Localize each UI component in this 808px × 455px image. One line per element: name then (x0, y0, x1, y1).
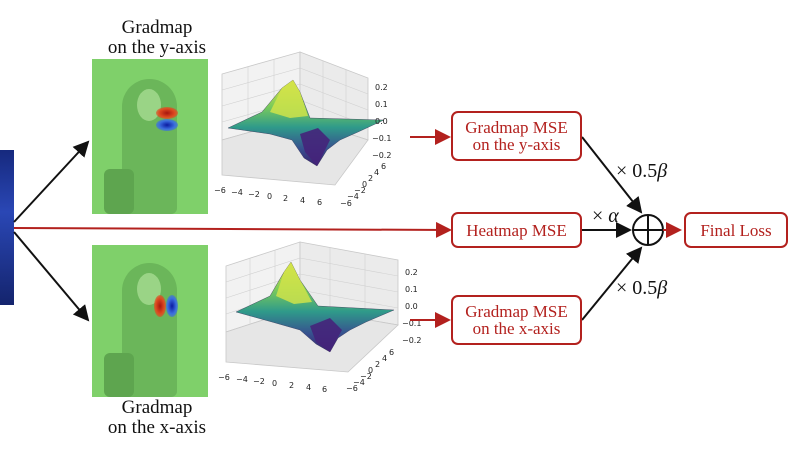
arrow-to-gradmap-x (13, 231, 90, 322)
hotspot-red (154, 295, 166, 317)
x-tick: −4 (236, 375, 248, 384)
y-tick: −4 (353, 378, 365, 387)
box-line-2: on the y-axis (472, 135, 561, 154)
weight-label-heat: × α (592, 205, 619, 228)
z-tick: 0.2 (375, 83, 388, 92)
sum-node (632, 214, 664, 246)
x-tick: 4 (306, 383, 311, 392)
x-tick: −6 (218, 373, 230, 382)
chair (104, 353, 134, 397)
box-line-1: Gradmap MSE (465, 302, 568, 321)
input-image (0, 150, 14, 305)
hotspot-blue (156, 119, 178, 131)
y-tick: −2 (354, 186, 366, 195)
box-label: Heatmap MSE (466, 220, 567, 240)
hotspot-red (156, 107, 178, 119)
x-tick: 4 (300, 196, 305, 205)
z-tick: 0.0 (405, 302, 418, 311)
caption-line-1: Gradmap (121, 17, 193, 38)
x-tick: 6 (322, 385, 327, 394)
surface-peak (276, 262, 312, 304)
heatmap-mse-box: Heatmap MSE (451, 212, 582, 248)
x-tick: 2 (289, 381, 294, 390)
gradmap-mse-y-box: Gradmap MSE on the y-axis (451, 111, 582, 161)
y-tick: −6 (340, 199, 352, 208)
y-tick: 2 (368, 174, 373, 183)
gradmap-y-photo (92, 59, 208, 214)
grid-lines (225, 248, 399, 324)
caption-gradmap-y: Gradmap on the y-axis (82, 18, 232, 58)
z-tick: 0.2 (405, 268, 418, 277)
y-tick: −4 (347, 192, 359, 201)
caption-line-2: on the y-axis (107, 37, 207, 58)
surface-plot-y: 0.2 0.1 0.0 −0.1 −0.2 −6 −4 −2 0 2 4 6 −… (214, 51, 391, 208)
caption-line-2: on the x-axis (107, 417, 207, 438)
y-tick: −2 (360, 372, 372, 381)
y-tick: 4 (382, 354, 387, 363)
z-tick: 0.1 (405, 285, 418, 294)
beta-symbol: β (657, 277, 668, 299)
caption-gradmap-x: Gradmap on the x-axis (82, 398, 232, 438)
z-tick: −0.2 (372, 151, 391, 160)
x-tick: 0 (272, 379, 277, 388)
arrow-to-gradmap-y (13, 140, 90, 223)
box-line-1: Gradmap MSE (465, 118, 568, 137)
y-tick: 6 (389, 348, 394, 357)
weight-label-x: × 0.5β (616, 277, 667, 300)
z-tick: −0.1 (402, 319, 421, 328)
weight-prefix: × 0.5 (616, 277, 658, 299)
arrow-mse-y-to-sum (581, 136, 643, 214)
z-tick: −0.1 (372, 134, 391, 143)
x-tick: −4 (231, 188, 243, 197)
y-tick: 0 (368, 366, 373, 375)
y-tick: 2 (375, 360, 380, 369)
weight-prefix: × 0.5 (616, 160, 658, 182)
hotspot-blue (166, 295, 178, 317)
surface-trough (310, 318, 342, 352)
z-tick: 0.0 (375, 117, 388, 126)
surface-peak (270, 80, 308, 118)
caption-line-1: Gradmap (121, 397, 193, 418)
beta-symbol: β (657, 160, 668, 182)
arrow-mse-x-to-sum (581, 246, 643, 321)
y-tick: 4 (374, 168, 379, 177)
z-tick: −0.2 (402, 336, 421, 345)
alpha-symbol: α (608, 205, 619, 227)
x-tick: 6 (317, 198, 322, 207)
surface-sheet (227, 79, 385, 167)
final-loss-box: Final Loss (684, 212, 788, 248)
gradmap-x-photo (92, 245, 208, 397)
weight-label-y: × 0.5β (616, 160, 667, 183)
arrow-to-heatmap-mse (13, 221, 452, 238)
x-tick: −6 (214, 186, 226, 195)
x-tick: 2 (283, 194, 288, 203)
surface-trough (300, 128, 330, 166)
y-tick: −6 (346, 384, 358, 393)
x-tick: 0 (267, 192, 272, 201)
box-label: Final Loss (700, 220, 772, 240)
y-tick: 6 (381, 162, 386, 171)
weight-prefix: × (592, 205, 609, 227)
y-tick: 0 (362, 180, 367, 189)
z-tick: 0.1 (375, 100, 388, 109)
gradmap-mse-x-box: Gradmap MSE on the x-axis (451, 295, 582, 345)
x-tick: −2 (253, 377, 265, 386)
x-tick: −2 (248, 190, 260, 199)
box-line-2: on the x-axis (472, 319, 561, 338)
surface-plot-x: 0.2 0.1 0.0 −0.1 −0.2 −6 −4 −2 0 2 4 6 −… (218, 241, 421, 394)
chair (104, 169, 134, 214)
